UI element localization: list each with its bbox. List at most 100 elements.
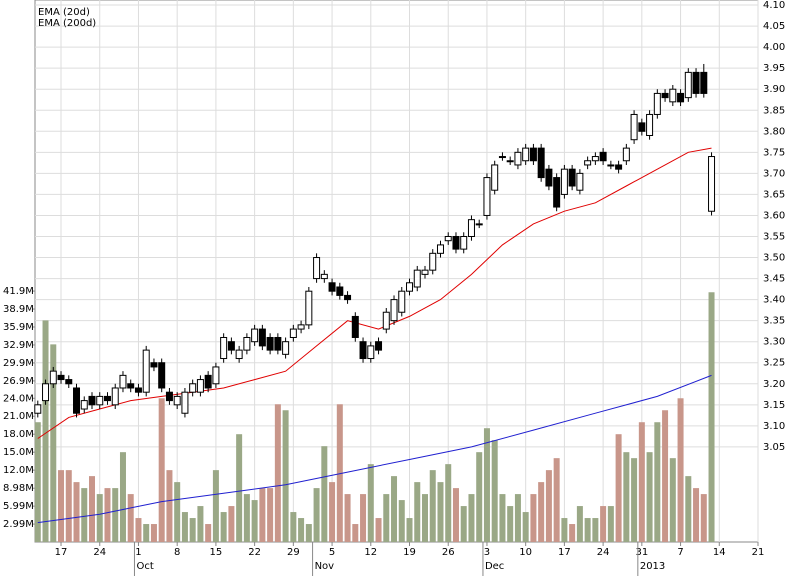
- volume-bar: [321, 446, 328, 542]
- x-tick-label: 8: [174, 547, 180, 558]
- y-tick-label: 3.45: [763, 274, 785, 285]
- candle-body: [591, 156, 599, 162]
- candle-body: [700, 71, 708, 94]
- volume-bar: [576, 506, 583, 542]
- candle-body: [367, 345, 375, 360]
- candle-body: [196, 379, 204, 393]
- volume-bar: [104, 488, 111, 542]
- month-label: Dec: [485, 561, 504, 572]
- candle-body: [142, 349, 150, 393]
- volume-bar: [236, 434, 243, 542]
- volume-bar: [220, 512, 227, 542]
- x-tick-label: 12: [364, 547, 377, 558]
- volume-bar: [600, 506, 607, 542]
- volume-bar: [243, 494, 250, 542]
- volume-bar: [623, 452, 630, 542]
- volume-bar: [538, 482, 545, 542]
- candle-body: [708, 156, 716, 212]
- volume-bar: [638, 422, 645, 542]
- volume-bar: [367, 464, 374, 542]
- candle-body: [344, 294, 352, 301]
- candle-body: [529, 147, 537, 162]
- volume-bar: [112, 488, 119, 542]
- y2-tick-label: 38.9M: [3, 304, 34, 315]
- y-tick-label: 3.65: [763, 189, 785, 200]
- ema-line: [37, 374, 712, 524]
- volume-bar: [437, 482, 444, 542]
- x-tick-label: 22: [248, 547, 261, 558]
- candle-body: [57, 374, 65, 381]
- volume-bar: [669, 458, 676, 542]
- candle-body: [80, 400, 88, 410]
- volume-bar: [375, 518, 382, 542]
- candle-body: [661, 92, 669, 99]
- x-tick-label: 17: [558, 547, 571, 558]
- candle-body: [150, 362, 158, 368]
- y2-tick-label: 18.0M: [3, 429, 34, 440]
- legend-entry: EMA (20d): [38, 7, 90, 18]
- volume-bar: [499, 494, 506, 542]
- y2-tick-label: 29.9M: [3, 358, 34, 369]
- volume-bar: [259, 488, 266, 542]
- candle-body: [173, 395, 181, 406]
- volume-bar: [344, 494, 351, 542]
- candle-body: [444, 235, 452, 242]
- candle-body: [398, 290, 406, 313]
- volume-bar: [530, 494, 537, 542]
- volume-bar: [483, 428, 490, 542]
- candle-body: [127, 383, 135, 389]
- volume-bar: [58, 470, 65, 542]
- candle-body: [653, 92, 661, 115]
- candle-body: [313, 257, 321, 280]
- volume-bar: [545, 470, 552, 542]
- candle-body: [692, 71, 700, 94]
- candle-body: [34, 404, 42, 414]
- candle-body: [251, 328, 259, 343]
- volume-bar: [251, 500, 258, 542]
- candle-body: [413, 269, 421, 288]
- volume-bar: [693, 488, 700, 542]
- volume-bar: [677, 398, 684, 542]
- candle-body: [336, 286, 344, 296]
- volume-bar: [65, 470, 72, 542]
- x-tick-label: 15: [210, 547, 223, 558]
- volume-bar: [646, 452, 653, 542]
- candle-body: [266, 336, 274, 351]
- y-tick-label: 3.70: [763, 168, 785, 179]
- candle-body: [220, 336, 228, 360]
- volume-bar: [127, 494, 134, 542]
- candle-body: [282, 341, 290, 355]
- volume-bar: [212, 470, 219, 542]
- y-tick-label: 3.75: [763, 147, 785, 158]
- y2-tick-label: 21.0M: [3, 411, 34, 422]
- volume-bar: [81, 488, 88, 542]
- candle-body: [49, 370, 57, 385]
- y-tick-label: 3.85: [763, 105, 785, 116]
- y-tick-label: 3.20: [763, 379, 785, 390]
- volume-bar: [685, 476, 692, 542]
- candle-body: [258, 328, 266, 347]
- y2-tick-label: 41.9M: [3, 286, 34, 297]
- x-tick-label: 21: [752, 547, 765, 558]
- volume-bar: [73, 482, 80, 542]
- y-tick-label: 3.10: [763, 421, 785, 432]
- y-tick-label: 4.10: [763, 0, 785, 11]
- y-tick-label: 3.15: [763, 400, 785, 411]
- candle-body: [467, 219, 475, 237]
- y2-tick-label: 26.9M: [3, 376, 34, 387]
- volume-bar: [42, 320, 49, 542]
- candle-body: [421, 269, 429, 275]
- volume-bar: [708, 292, 715, 542]
- candle-body: [568, 168, 576, 187]
- candle-body: [646, 113, 654, 136]
- candle-body: [158, 362, 166, 389]
- x-tick-label: 29: [287, 547, 300, 558]
- candle-body: [111, 387, 119, 406]
- y-tick-label: 3.90: [763, 84, 785, 95]
- candle-body: [522, 147, 530, 162]
- volume-bar: [150, 524, 157, 542]
- volume-bar: [654, 422, 661, 542]
- volume-bar: [398, 500, 405, 542]
- volume-bar: [313, 488, 320, 542]
